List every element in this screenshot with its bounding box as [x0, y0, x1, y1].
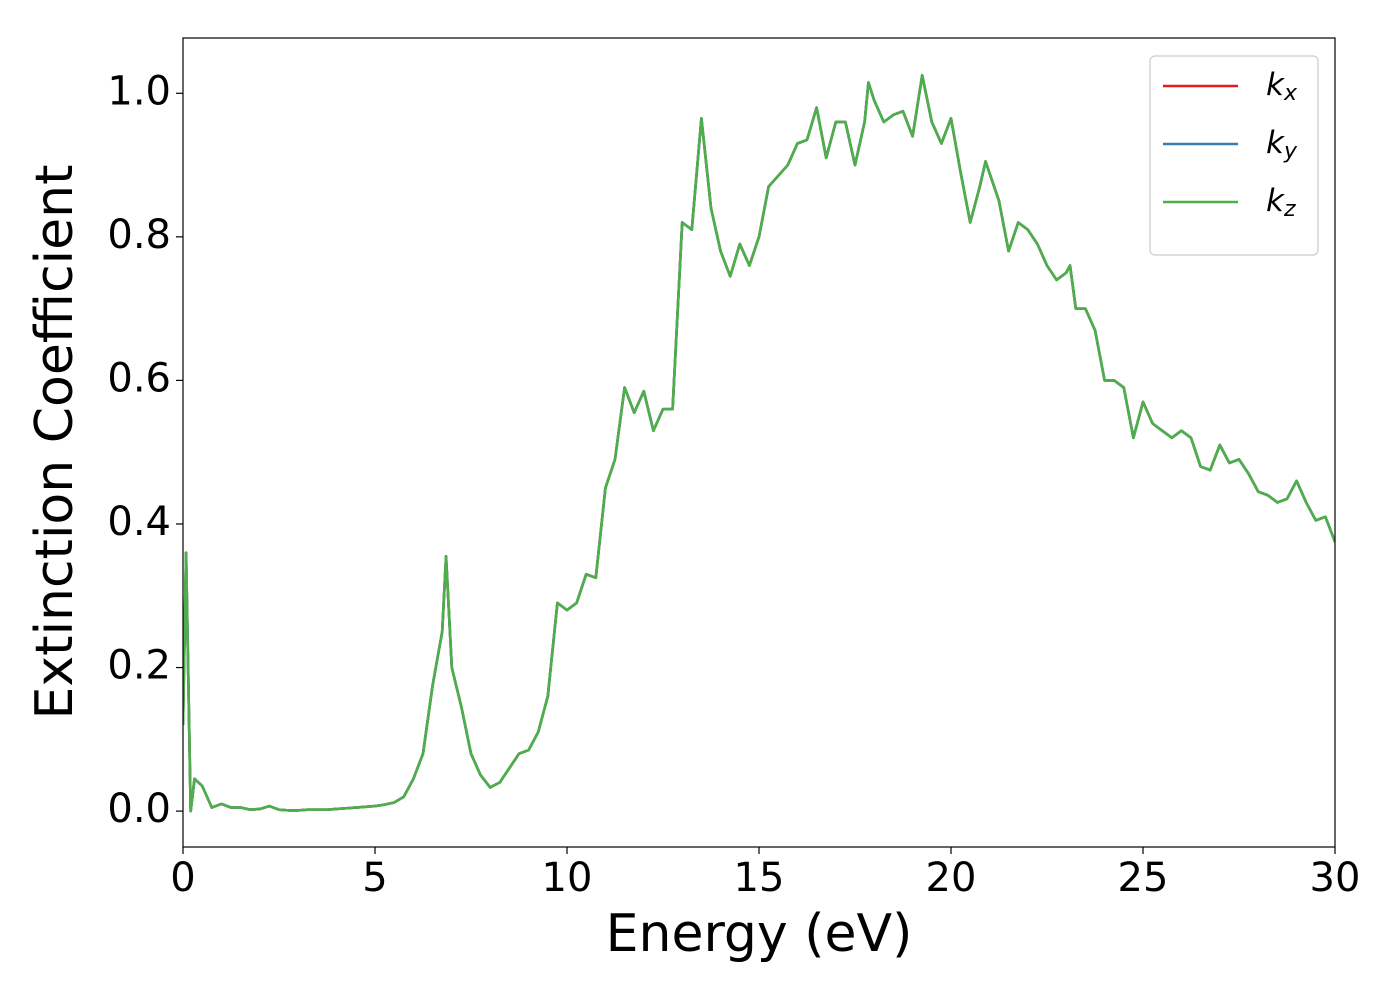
y-tick-label: 0.0	[107, 786, 171, 832]
y-axis-label: Extinction Coefficient	[25, 165, 85, 720]
y-tick-label: 0.6	[107, 355, 171, 401]
legend-box	[1149, 55, 1319, 256]
series-line	[183, 74, 1335, 813]
legend-label: kx	[1266, 67, 1298, 107]
legend-label: kz	[1266, 183, 1296, 223]
x-tick-label: 15	[734, 855, 785, 901]
y-tick-label: 0.8	[107, 212, 171, 258]
x-tick-label: 30	[1310, 855, 1361, 901]
x-tick-label: 25	[1118, 855, 1169, 901]
y-tick-label: 0.2	[107, 643, 171, 689]
legend-label: ky	[1266, 125, 1298, 165]
x-axis-label: Energy (eV)	[606, 904, 913, 964]
x-tick-label: 20	[926, 855, 977, 901]
y-tick-label: 1.0	[107, 68, 171, 114]
y-tick-label: 0.4	[107, 499, 171, 545]
x-tick-label: 0	[170, 855, 195, 901]
x-tick-label: 10	[542, 855, 593, 901]
plot-frame	[182, 37, 1336, 848]
x-tick-label: 5	[362, 855, 387, 901]
